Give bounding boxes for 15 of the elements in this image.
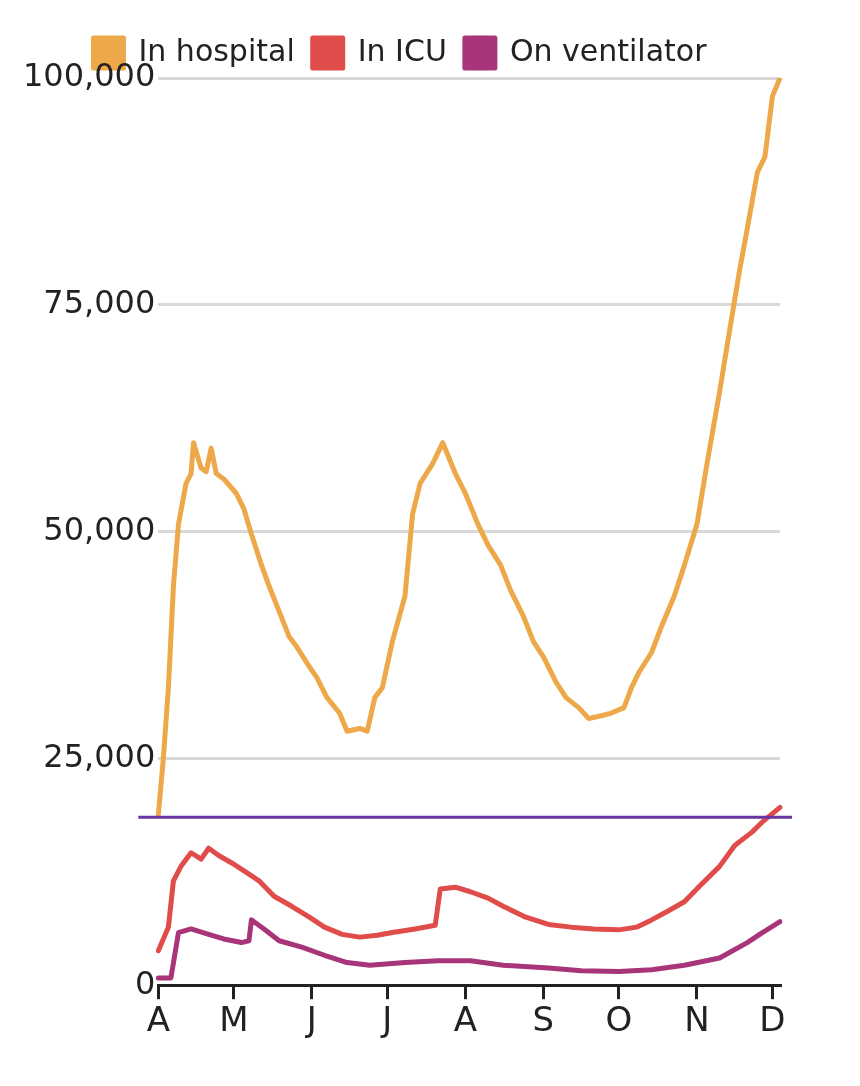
x-tick-label: J	[380, 999, 393, 1040]
x-tick-label: S	[532, 999, 555, 1040]
x-tick-label: A	[146, 999, 170, 1040]
x-tick-label: M	[219, 999, 249, 1040]
y-tick-label: 0	[134, 963, 156, 1002]
y-tick-label: 25,000	[43, 736, 156, 775]
y-tick-label: 75,000	[43, 283, 156, 322]
x-tick-label: N	[684, 999, 710, 1040]
legend-label: On ventilator	[509, 32, 708, 68]
legend-label: In ICU	[357, 32, 447, 68]
x-tick-label: A	[453, 999, 478, 1040]
y-tick-label: 50,000	[43, 509, 156, 548]
x-tick-label: J	[304, 999, 317, 1040]
x-tick-label: O	[605, 999, 633, 1040]
x-tick-label: D	[759, 999, 786, 1040]
